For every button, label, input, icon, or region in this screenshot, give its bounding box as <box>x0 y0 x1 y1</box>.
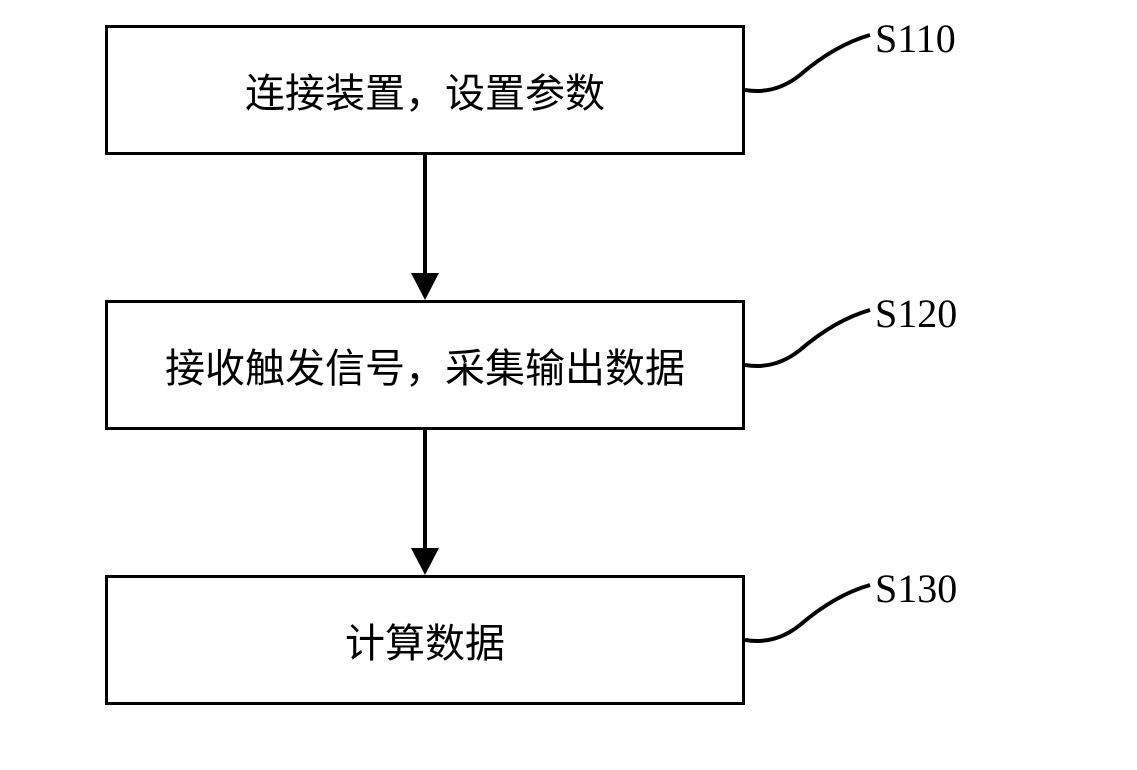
step-text-1: 连接装置，设置参数 <box>245 61 605 119</box>
arrow-head-1 <box>411 273 439 300</box>
callout-curve-3 <box>745 570 885 650</box>
step-label-3: S130 <box>875 565 957 612</box>
arrow-head-2 <box>411 548 439 575</box>
callout-curve-1 <box>745 20 885 100</box>
step-label-1: S110 <box>875 15 956 62</box>
step-text-3: 计算数据 <box>345 611 505 669</box>
step-text-2: 接收触发信号，采集输出数据 <box>165 336 685 394</box>
step-label-2: S120 <box>875 290 957 337</box>
flowchart-container: 连接装置，设置参数 S110 接收触发信号，采集输出数据 S120 计算数据 S… <box>105 25 1035 745</box>
step-box-2: 接收触发信号，采集输出数据 <box>105 300 745 430</box>
callout-curve-2 <box>745 295 885 375</box>
step-box-1: 连接装置，设置参数 <box>105 25 745 155</box>
arrow-line-2 <box>423 430 427 548</box>
step-box-3: 计算数据 <box>105 575 745 705</box>
arrow-line-1 <box>423 155 427 273</box>
